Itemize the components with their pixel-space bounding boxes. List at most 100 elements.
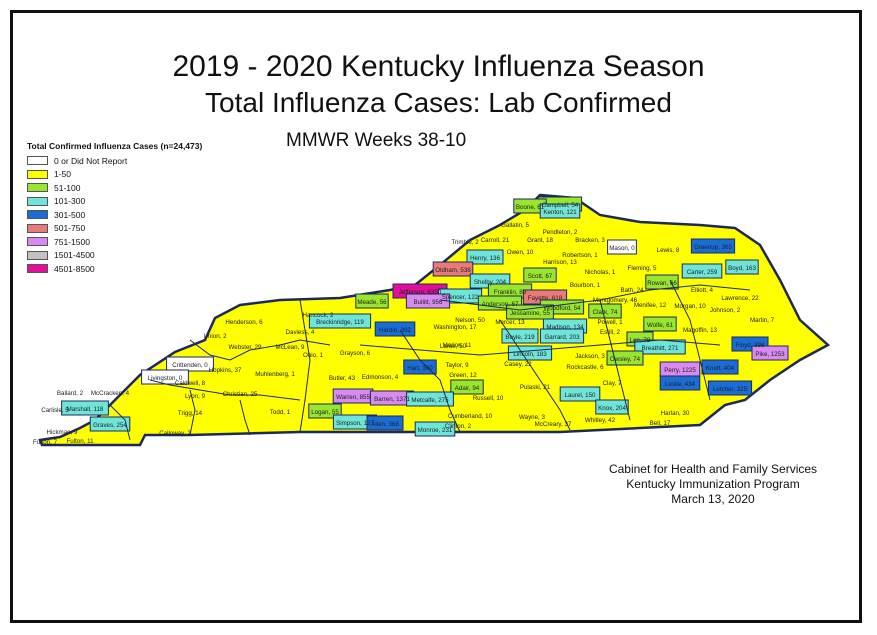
county-label: Rowan, 66	[647, 280, 677, 287]
county-label: Calloway, 2	[159, 430, 191, 437]
legend-swatch	[27, 250, 48, 260]
county-label: Perry, 1225	[664, 367, 696, 374]
county-fill	[559, 386, 601, 402]
county-label: Nelson, 50	[455, 317, 485, 324]
county-fill	[506, 304, 554, 320]
county-label: Casey, 22	[504, 361, 532, 368]
county-label: Livingston, 0	[148, 375, 183, 382]
county-label: Bullitt, 956	[414, 299, 443, 306]
legend-label: 301-500	[54, 209, 86, 220]
legend-label: 51-100	[54, 182, 81, 193]
county-label: Floyd, 398	[736, 342, 765, 349]
county-label: Hopkins, 37	[209, 367, 242, 374]
county-label: Mason, 0	[609, 245, 635, 252]
county-fill	[61, 400, 109, 416]
county-label: Monroe, 231	[418, 427, 453, 434]
county-fill	[432, 261, 474, 277]
county-label: Carroll, 21	[481, 237, 510, 244]
county-label: Butler, 43	[329, 375, 356, 382]
county-label: McCreary, 37	[535, 421, 572, 428]
county-label: Hancock, 2	[303, 312, 335, 319]
county-fill	[690, 238, 736, 254]
county-label: Nicholas, 1	[585, 269, 616, 276]
county-label: McLean, 9	[276, 344, 305, 351]
county-label: Hart, 300	[407, 365, 433, 372]
county-label: Daviess, 4	[286, 329, 315, 336]
legend-label: 1-50	[54, 169, 72, 180]
county-label: Morgan, 10	[674, 303, 706, 310]
county-fill	[523, 267, 557, 283]
county-label: Garrard, 203	[544, 334, 580, 341]
county-label: Shelby, 204	[474, 279, 507, 286]
county-label: Bracken, 3	[575, 237, 605, 244]
county-label: Crittenden, 0	[172, 362, 208, 369]
county-label: Clark, 74	[593, 309, 618, 316]
county-fill	[595, 399, 629, 415]
county-boundaries	[109, 279, 751, 441]
county-label: Warren, 855	[336, 394, 370, 401]
legend-items: 0 or Did Not Report 1-50 51-100 101-300 301-…	[27, 154, 287, 276]
county-label: Green, 12	[449, 372, 477, 379]
county-fill	[725, 259, 759, 275]
map-title-line2: Total Influenza Cases: Lab Confirmed	[205, 87, 672, 118]
county-label: Washington, 17	[434, 324, 477, 331]
county-label: Caldwell, 8	[175, 380, 206, 387]
county-label: Fulton, 7	[33, 439, 58, 446]
credits-line3: March 13, 2020	[671, 492, 755, 506]
county-fill	[659, 375, 701, 391]
legend-item: 0 or Did Not Report	[27, 154, 287, 168]
county-label: Bell, 17	[650, 420, 671, 427]
county-label: Powell, 1	[597, 319, 623, 326]
county-label: Elliott, 4	[691, 287, 714, 294]
county-label: Union, 2	[203, 333, 227, 340]
county-label: Campbell, 54	[542, 202, 579, 209]
credits-line1: Cabinet for Health and Family Services	[608, 462, 818, 476]
county-label: Grant, 18	[527, 237, 553, 244]
county-label: Breckinridge, 119	[316, 319, 364, 326]
legend-item: 751-1500	[27, 235, 287, 249]
legend-swatch	[27, 223, 48, 233]
county-label: Johnson, 2	[710, 307, 741, 314]
county-label: Lee, 78	[630, 337, 651, 344]
county-label: Greenup, 365	[694, 244, 732, 251]
county-label: Allen, 368	[371, 421, 399, 428]
county-label: Hickman, 9	[47, 429, 79, 436]
map-subtitle: MMWR Weeks 38-10	[286, 130, 467, 151]
county-label: Barren, 1371	[374, 396, 410, 403]
county-label: Boyd, 163	[728, 265, 756, 272]
county-label: McCracken, 4	[91, 390, 130, 397]
county-label: Trimble, 2	[451, 239, 479, 246]
county-label: Christian, 25	[223, 391, 258, 398]
county-label: Mercer, 13	[495, 319, 525, 326]
county-label: Boyle, 219	[505, 334, 535, 341]
county-label: Lewis, 8	[657, 247, 680, 254]
county-label: Letcher, 325	[713, 386, 748, 393]
county-fill	[366, 415, 404, 431]
county-label: Hardin, 392	[379, 327, 412, 334]
county-label: Kenton, 121	[543, 209, 577, 216]
legend-item: 101-300	[27, 195, 287, 209]
county-label: Grayson, 6	[340, 350, 371, 357]
county-label: Gallatin, 5	[501, 222, 529, 229]
county-label: Ohio, 1	[303, 352, 324, 359]
county-label: Lawrence, 22	[721, 295, 759, 302]
county-fill	[355, 293, 389, 309]
legend-item: 51-100	[27, 181, 287, 195]
county-label: Breathitt, 271	[642, 345, 679, 352]
county-label: Jackson, 3	[575, 353, 605, 360]
county-label: Knox, 204	[598, 405, 626, 412]
county-label: Clinton, 2	[445, 423, 472, 430]
legend-label: 101-300	[54, 196, 86, 207]
county-label: Owsley, 74	[610, 356, 641, 363]
county-label: Trigg, 14	[178, 410, 203, 417]
map-legend: Total Confirmed Influenza Cases (n=24,47…	[27, 141, 287, 276]
county-label: Pulaski, 21	[520, 384, 551, 391]
legend-label: 501-750	[54, 223, 86, 234]
county-label: Estill, 2	[600, 329, 621, 336]
kentucky-state-outline	[38, 193, 831, 447]
county-label: Pendleton, 2	[543, 229, 578, 236]
county-label: Metcalfe, 275	[411, 397, 449, 404]
county-label: Knott, 404	[706, 365, 735, 372]
county-label: Adair, 94	[455, 385, 480, 392]
